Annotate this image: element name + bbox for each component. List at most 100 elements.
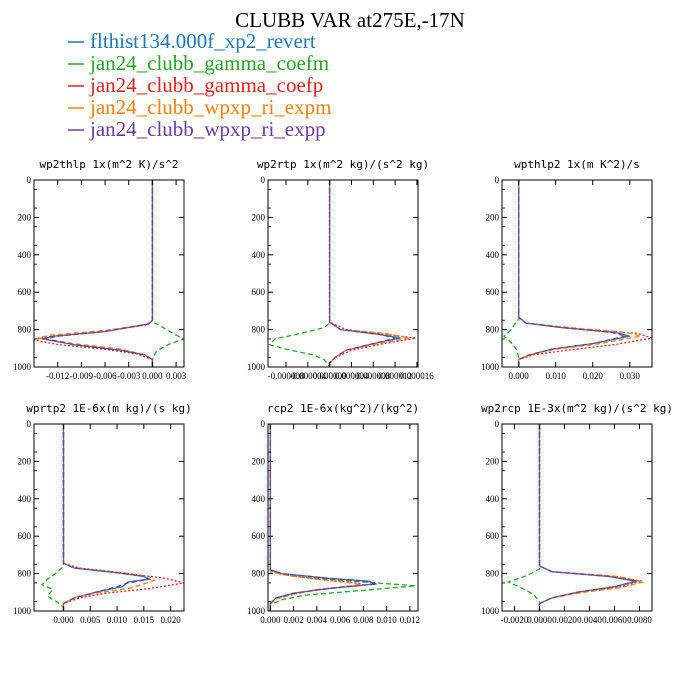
x-tick-label: 0.000 — [53, 615, 74, 625]
series-line — [62, 424, 152, 611]
series-line — [62, 424, 184, 611]
y-tick-label: 400 — [18, 494, 32, 504]
x-tick-label: -0.012 — [46, 371, 69, 381]
y-tick-label: 800 — [252, 569, 266, 579]
panel-4: wprtp2 1E-6x(m kg)/(s kg) 0 200 400 600 800 10… — [13, 402, 192, 625]
panel-title: wp2rcp 1E-3x(m^2 kg)/(s^2 kg) — [481, 402, 673, 415]
x-tick-label: 0.015 — [134, 615, 155, 625]
x-tick-label: 0.0040 — [577, 615, 602, 625]
x-tick-label: 0.000 — [509, 371, 530, 381]
series-line — [328, 180, 401, 367]
y-tick-label: 1000 — [481, 362, 500, 372]
y-tick-label: 600 — [486, 531, 500, 541]
series-line — [40, 424, 65, 611]
series-line — [518, 180, 642, 367]
y-tick-label: 0 — [27, 419, 32, 429]
y-tick-label: 600 — [18, 287, 32, 297]
legend-label: jan24_clubb_wpxp_ri_expp — [89, 117, 326, 141]
panel-title: wp2thlp 1x(m^2 K)/s^2 — [39, 158, 178, 171]
x-tick-label: 0.006 — [330, 615, 351, 625]
panel-6: wp2rcp 1E-3x(m^2 kg)/(s^2 kg) 0 200 400 600 8… — [481, 402, 673, 625]
x-tick-label: 0.000004 — [335, 371, 369, 381]
panel-5: rcp2 1E-6x(kg^2)/(kg^2)0 200 400 600 800 1000… — [247, 402, 420, 625]
x-tick-label: -0.003 — [117, 371, 141, 381]
series-line — [328, 180, 416, 367]
y-tick-label: 200 — [252, 212, 266, 222]
legend-label: jan24_clubb_gamma_coefp — [89, 73, 323, 97]
x-tick-label: 0.000012 — [378, 371, 412, 381]
series-line — [502, 180, 520, 367]
y-tick-label: 0 — [495, 175, 500, 185]
y-tick-label: 0 — [27, 175, 32, 185]
legend-entry: jan24_clubb_wpxp_ri_expp — [68, 117, 326, 141]
x-tick-label: 0.003 — [166, 371, 187, 381]
figure-title: CLUBB VAR at275E,-17N — [235, 8, 465, 32]
plot-frame — [33, 423, 185, 612]
y-tick-label: 800 — [486, 325, 500, 335]
x-tick-label: 0.012 — [400, 615, 420, 625]
x-tick-label: -0.000004 — [289, 371, 326, 381]
y-tick-label: 0 — [261, 175, 266, 185]
legend-entry: flthist134.000f_xp2_revert — [68, 29, 316, 53]
x-tick-label: 0.004 — [307, 615, 328, 625]
legend-entry: jan24_clubb_wpxp_ri_expm — [68, 95, 331, 119]
x-tick-label: 0.030 — [620, 371, 641, 381]
x-tick-label: 0.0020 — [552, 615, 577, 625]
x-tick-label: 0.0080 — [627, 615, 652, 625]
series-line — [538, 424, 636, 611]
panel-title: wpthlp2 1x(m K^2)/s — [514, 158, 640, 171]
plot-frame — [501, 179, 653, 368]
y-tick-label: 400 — [486, 250, 500, 260]
y-tick-label: 800 — [18, 569, 32, 579]
y-tick-label: 400 — [486, 494, 500, 504]
series-line — [34, 180, 154, 367]
y-tick-label: 200 — [486, 212, 500, 222]
y-tick-label: 600 — [18, 531, 32, 541]
x-tick-label: 0.0000 — [527, 615, 552, 625]
series-line — [518, 180, 627, 367]
y-tick-label: 200 — [18, 456, 32, 466]
x-tick-label: -0.000008 — [268, 371, 305, 381]
x-tick-label: 0.010 — [546, 371, 567, 381]
series-line — [269, 424, 378, 611]
y-tick-label: 800 — [18, 325, 32, 335]
x-tick-label: 0.002 — [283, 615, 303, 625]
x-tick-label: -0.0020 — [501, 615, 529, 625]
series-line — [37, 180, 154, 367]
plot-frame — [33, 179, 185, 368]
y-tick-label: 200 — [252, 456, 266, 466]
y-tick-label: 400 — [18, 250, 32, 260]
panel-title: wprtp2 1E-6x(m kg)/(s kg) — [26, 402, 192, 415]
x-tick-label: 0.010 — [107, 615, 128, 625]
y-tick-label: 600 — [486, 287, 500, 297]
x-tick-label: 0.020 — [160, 615, 181, 625]
series-line — [518, 180, 652, 367]
series-line — [506, 424, 541, 611]
series-line — [41, 180, 154, 367]
legend-entry: jan24_clubb_gamma_coefm — [68, 51, 329, 75]
y-tick-label: 800 — [252, 325, 266, 335]
x-tick-label: 0.000000 — [313, 371, 347, 381]
series-line — [269, 424, 362, 611]
x-tick-label: 0.000 — [260, 615, 281, 625]
plot-frame — [267, 179, 419, 368]
panels: wp2thlp 1x(m^2 K)/s^202004006008001000-0… — [13, 158, 673, 625]
y-tick-label: 400 — [252, 494, 266, 504]
y-tick-label: 400 — [252, 250, 266, 260]
y-tick-label: 200 — [18, 212, 32, 222]
x-tick-label: -0.009 — [70, 371, 94, 381]
x-tick-label: -0.006 — [93, 371, 117, 381]
panel-1: wp2thlp 1x(m^2 K)/s^2 0 200 400 600 800 1000 -0… — [13, 158, 187, 381]
x-tick-label: 0.008 — [353, 615, 374, 625]
x-tick-label: 0.010 — [376, 615, 397, 625]
y-tick-label: 600 — [252, 531, 266, 541]
series-line — [538, 424, 638, 611]
y-tick-label: 1000 — [481, 606, 500, 616]
y-tick-label: 1000 — [13, 606, 32, 616]
x-tick-label: 0.000008 — [356, 371, 390, 381]
y-tick-label: 800 — [486, 569, 500, 579]
series-line — [62, 424, 152, 611]
panel-title: wp2rtp 1x(m^2 kg)/(s^2 kg) — [257, 158, 429, 171]
panel-2: wp2rtp 1x(m^2 kg)/(s^2 kg) 0 200 400 600 800 1… — [247, 158, 434, 381]
